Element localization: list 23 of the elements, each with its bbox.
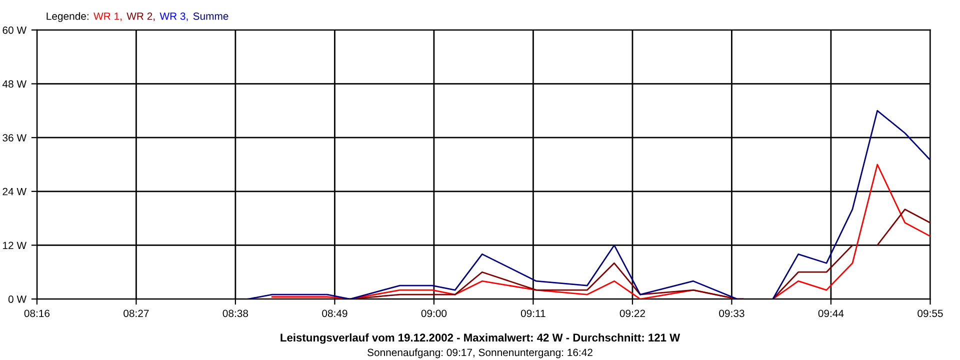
y-tick-label: 48 W [2, 80, 27, 88]
x-tick-label: 09:33 [719, 310, 744, 318]
text: Leistungsverlauf vom 19.12.2002 - Maximalwert: 42 W - Durchschnitt: 121 W [280, 333, 680, 344]
x-tick-label: 09:44 [818, 310, 844, 318]
text: Sonnenaufgang: 09:17, Sonnenuntergang: 16:42 [368, 348, 592, 358]
y-tick-label: 12 W [3, 242, 27, 249]
y-tick-label: 36 W [2, 134, 27, 142]
x-tick-label: 08:27 [124, 310, 149, 318]
x-tick-label: 09:55 [918, 310, 943, 318]
x-tick-label: 08:16 [24, 310, 50, 318]
y-tick-label: 24 W [2, 188, 27, 196]
x-tick-label: 09:00 [421, 310, 447, 318]
x-tick-label: 08:38 [222, 310, 248, 318]
text: Summe [193, 12, 228, 20]
text: WR 1, [94, 12, 122, 22]
legend-label: WR 3, [160, 12, 188, 22]
y-tick-label: 0 W [8, 296, 27, 303]
text: WR 2, [126, 12, 155, 22]
x-tick-label: 08:49 [322, 310, 348, 318]
y-tick-label: 60 W [2, 26, 27, 34]
x-tick-label: 09:11 [520, 310, 546, 318]
x-tick-label: 09:22 [620, 310, 645, 318]
legend-title: Legende: [46, 12, 88, 22]
